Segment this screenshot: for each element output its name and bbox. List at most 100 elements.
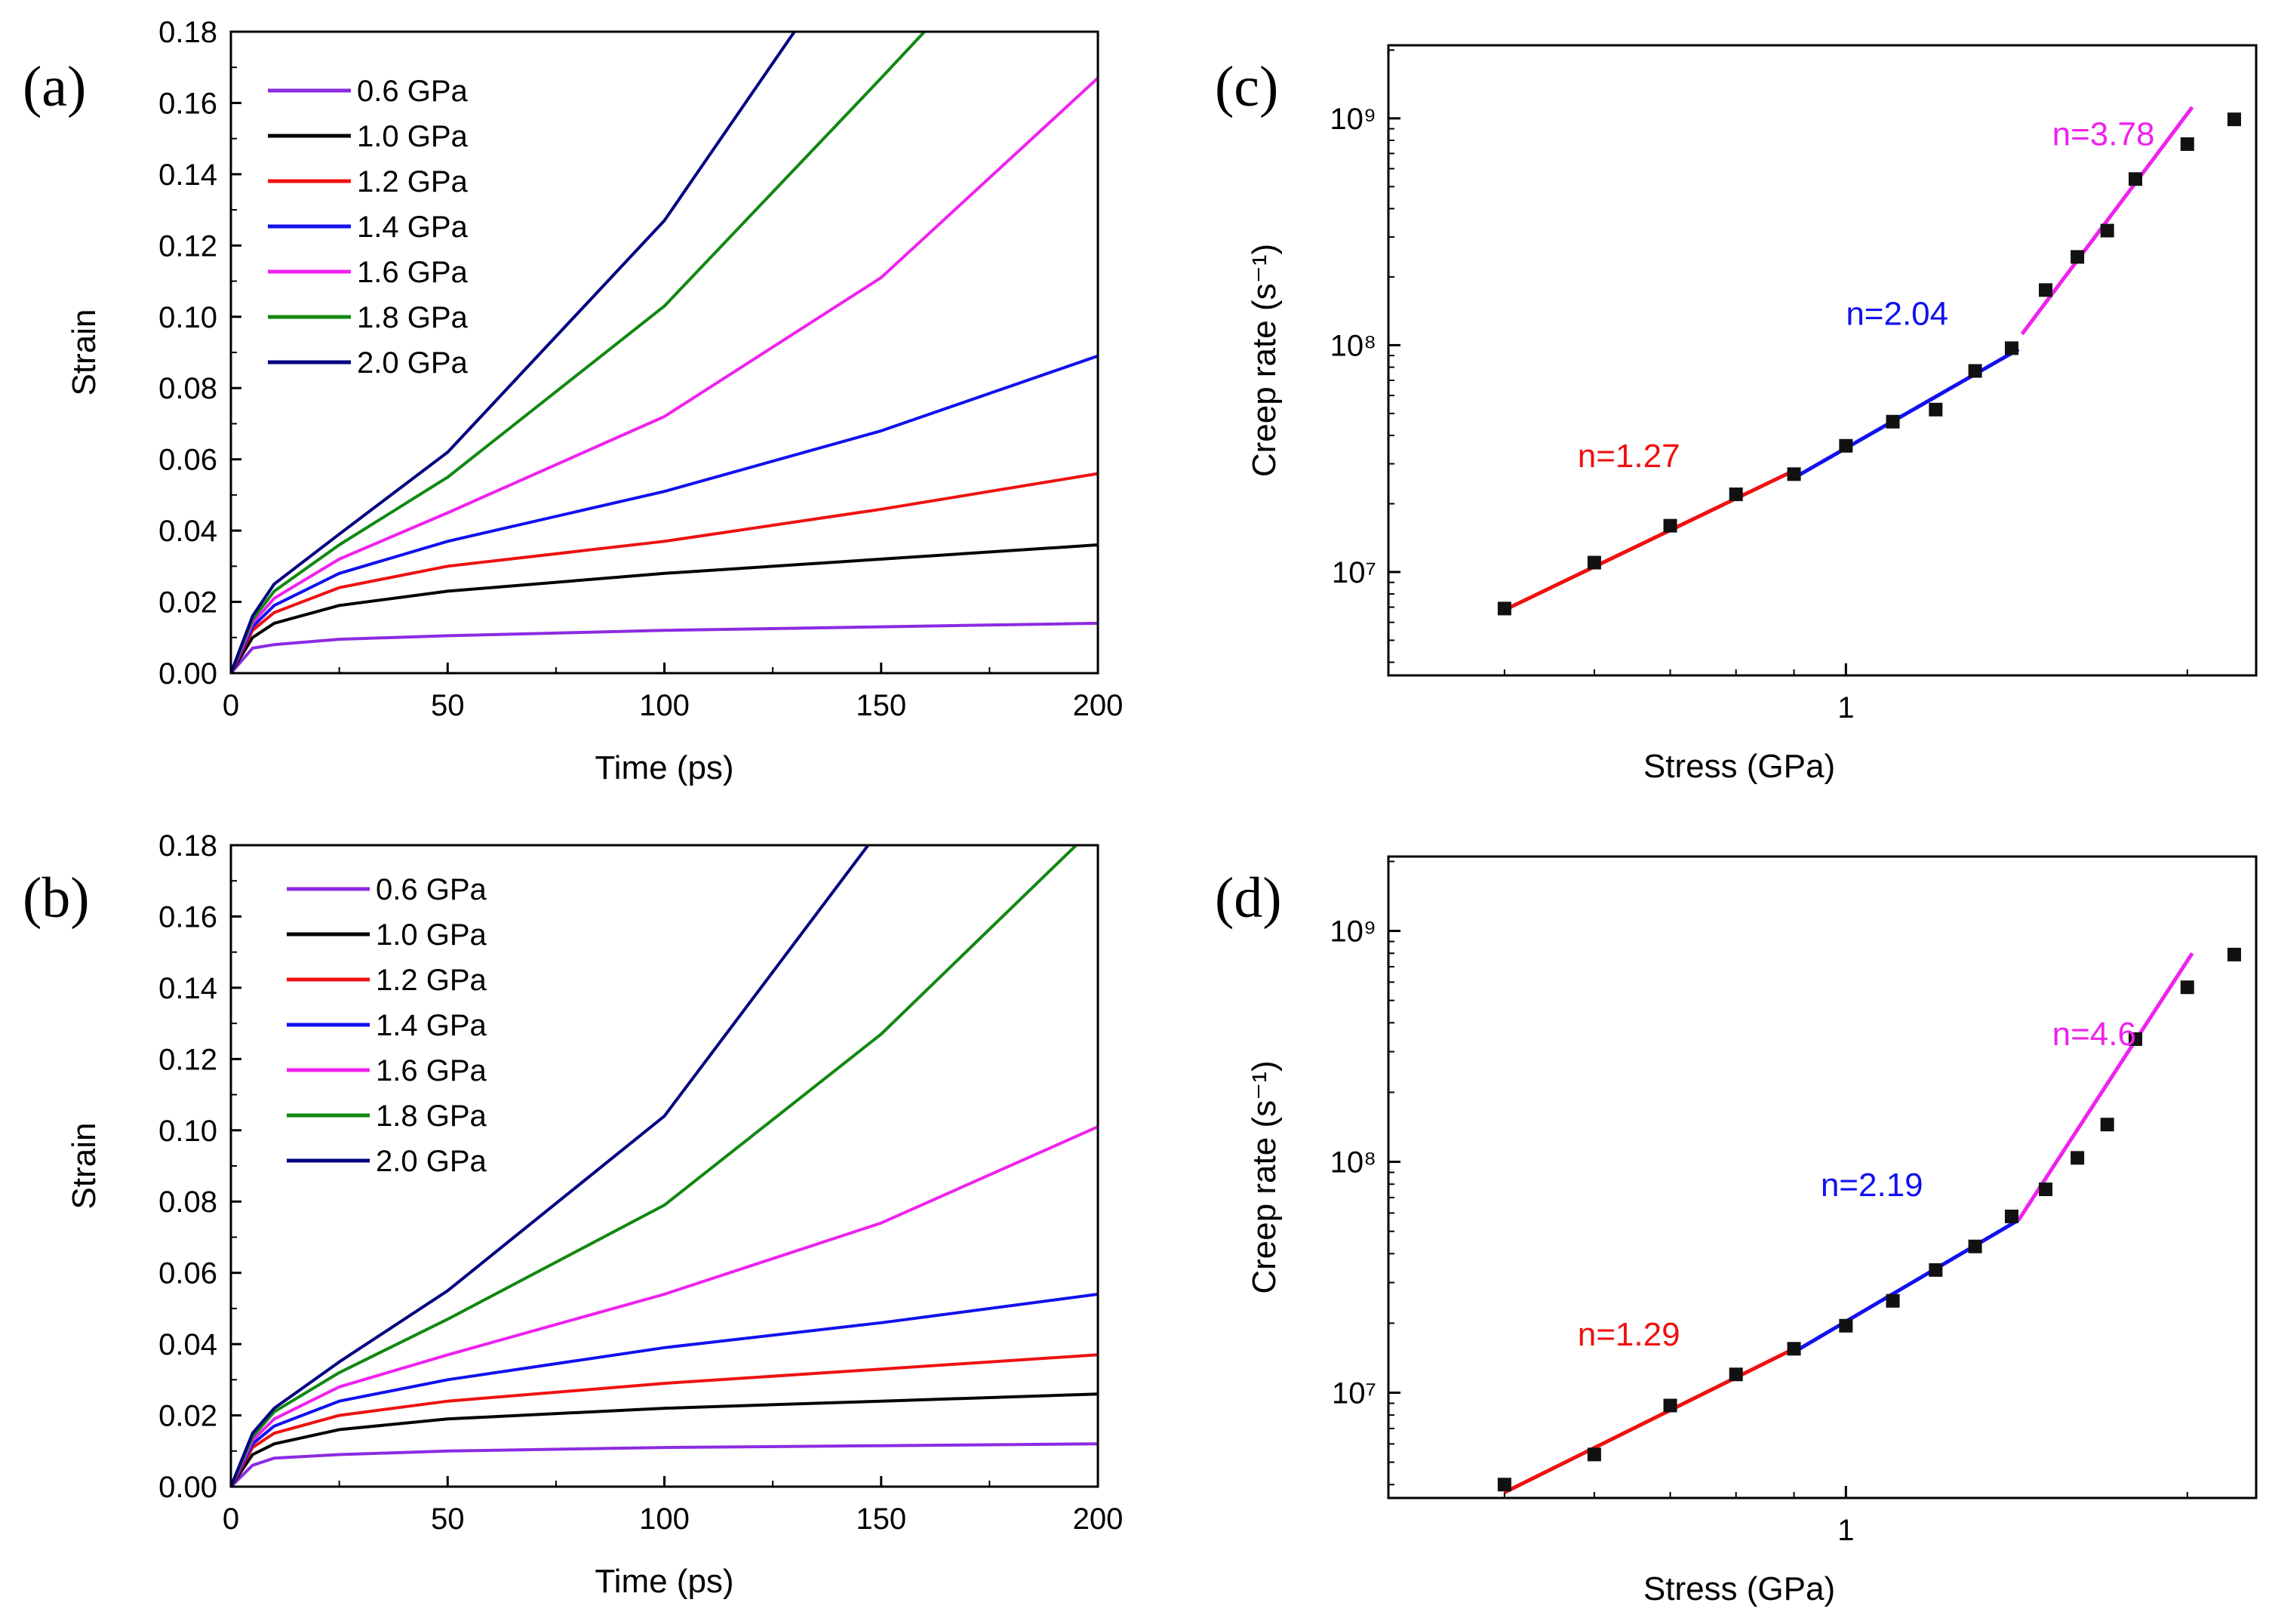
y-tick-label: 0.10 xyxy=(158,1115,217,1148)
legend-label: 0.6 GPa xyxy=(376,873,487,906)
data-point xyxy=(1968,364,1982,378)
series-line-1_8-GPa xyxy=(231,845,1078,1487)
data-point xyxy=(1587,1447,1601,1462)
x-tick-label: 1 xyxy=(1837,1514,1854,1547)
y-tick-label: 0.18 xyxy=(158,16,217,49)
y-tick-label: 0.16 xyxy=(158,900,217,933)
series-line-1_0-GPa xyxy=(231,1392,1098,1487)
y-tick-label: 10⁸ xyxy=(1330,329,1376,362)
y-tick-label: 0.06 xyxy=(158,1257,217,1290)
y-tick-label: 0.04 xyxy=(158,515,217,548)
y-axis-label: Strain xyxy=(66,309,103,396)
panel-3: (d) 10⁷ 10⁸ 10⁹ 1 n=1.29 n=2.19 n=4.6 Stress (GP… xyxy=(1215,855,2258,1607)
data-point xyxy=(2180,137,2194,151)
y-tick-label: 0.08 xyxy=(158,1186,217,1219)
legend-label: 2.0 GPa xyxy=(376,1145,487,1178)
fit-annotation: n=1.29 xyxy=(1578,1316,1680,1353)
legend-label: 1.8 GPa xyxy=(376,1100,487,1133)
data-point xyxy=(1497,601,1511,616)
panel-0: (a) 0.00 0.02 0.04 0.06 0.08 0.10 0.12 0.14 0.16 0… xyxy=(23,16,1123,786)
fit-line-0 xyxy=(1503,1347,1795,1494)
y-tick-label: 0.12 xyxy=(158,1043,217,1076)
data-point xyxy=(1787,1342,1801,1356)
legend-label: 1.2 GPa xyxy=(376,964,487,997)
legend-label: 1.4 GPa xyxy=(376,1009,487,1042)
legend-label: 0.6 GPa xyxy=(357,75,469,108)
legend-label: 1.6 GPa xyxy=(357,256,469,289)
fit-line-0 xyxy=(1503,469,1795,612)
data-point xyxy=(1929,1263,1943,1277)
data-point xyxy=(1886,1293,1900,1308)
data-point xyxy=(1729,1367,1743,1382)
data-point xyxy=(1497,1478,1511,1492)
x-axis-label: Time (ps) xyxy=(595,749,733,786)
y-tick-label: 10⁹ xyxy=(1330,915,1376,949)
data-point xyxy=(2180,980,2194,995)
y-tick-label: 10⁹ xyxy=(1330,103,1376,136)
data-point xyxy=(1787,467,1801,481)
data-point xyxy=(1663,518,1677,533)
y-tick-label: 10⁷ xyxy=(1332,556,1376,589)
y-tick-label: 0.14 xyxy=(158,972,217,1005)
y-tick-label: 0.16 xyxy=(158,87,217,120)
x-tick-label: 150 xyxy=(856,1503,906,1536)
x-tick-label: 1 xyxy=(1837,691,1854,724)
y-tick-label: 0.10 xyxy=(158,301,217,334)
data-point xyxy=(1839,438,1853,453)
fit-annotation: n=1.27 xyxy=(1578,438,1680,475)
x-tick-label: 50 xyxy=(431,689,465,722)
panel-tag: (c) xyxy=(1215,55,1278,118)
panel-tag: (b) xyxy=(23,866,90,930)
series-line-1_0-GPa xyxy=(231,543,1098,673)
fit-line-2 xyxy=(2017,952,2194,1221)
data-point xyxy=(2004,341,2018,355)
y-axis-label: Creep rate (s⁻¹) xyxy=(1246,1060,1283,1293)
data-point xyxy=(2038,283,2052,297)
panel-1: (b) 0.00 0.02 0.04 0.06 0.08 0.10 0.12 0.14 0.16 0… xyxy=(23,829,1123,1600)
data-point xyxy=(2100,223,2114,238)
legend-label: 1.0 GPa xyxy=(376,918,487,952)
data-point xyxy=(1886,414,1900,429)
legend-label: 1.8 GPa xyxy=(357,301,469,334)
fit-annotation: n=4.6 xyxy=(2052,1016,2136,1053)
plot-frame xyxy=(229,844,1099,1488)
x-tick-label: 100 xyxy=(639,689,690,722)
data-point xyxy=(1929,402,1943,417)
y-axis-label: Creep rate (s⁻¹) xyxy=(1246,244,1283,477)
series-line-1_8-GPa xyxy=(231,32,926,673)
series-line-0_6-GPa xyxy=(231,621,1098,673)
series-line-1_2-GPa xyxy=(231,1353,1098,1487)
panel-tag: (a) xyxy=(23,55,86,118)
x-tick-label: 50 xyxy=(431,1503,465,1536)
y-tick-label: 10⁸ xyxy=(1330,1146,1376,1180)
plot-frame xyxy=(229,30,1099,675)
x-tick-label: 100 xyxy=(639,1503,690,1536)
y-tick-label: 0.14 xyxy=(158,158,217,192)
series-line-1_4-GPa xyxy=(231,1293,1098,1487)
data-point xyxy=(1968,1239,1982,1253)
legend-label: 1.6 GPa xyxy=(376,1054,487,1087)
legend-label: 2.0 GPa xyxy=(357,346,469,380)
panel-tag: (d) xyxy=(1215,866,1282,930)
y-tick-label: 0.04 xyxy=(158,1328,217,1361)
legend-label: 1.4 GPa xyxy=(357,211,469,244)
legend-label: 1.2 GPa xyxy=(357,165,469,198)
series-line-1_6-GPa xyxy=(231,1125,1098,1487)
data-point xyxy=(1587,555,1601,570)
data-point xyxy=(2227,947,2241,961)
fit-annotation: n=2.04 xyxy=(1846,295,1948,332)
y-axis-label: Strain xyxy=(66,1123,103,1210)
legend-label: 1.0 GPa xyxy=(357,120,469,153)
fit-annotation: n=2.19 xyxy=(1821,1167,1923,1204)
plot-frame xyxy=(1387,44,2258,677)
fit-annotation: n=3.78 xyxy=(2052,116,2155,153)
fit-line-1 xyxy=(1793,347,2020,480)
x-axis-label: Stress (GPa) xyxy=(1643,1570,1835,1607)
y-tick-label: 0.06 xyxy=(158,444,217,477)
series-line-2_0-GPa xyxy=(231,845,870,1487)
data-point xyxy=(1663,1398,1677,1413)
series-line-1_6-GPa xyxy=(231,76,1098,673)
panel-2: (c) 10⁷ 10⁸ 10⁹ 1 n=1.27 n=2.04 n=3.78 Stress (G… xyxy=(1215,44,2258,785)
y-tick-label: 0.08 xyxy=(158,372,217,405)
